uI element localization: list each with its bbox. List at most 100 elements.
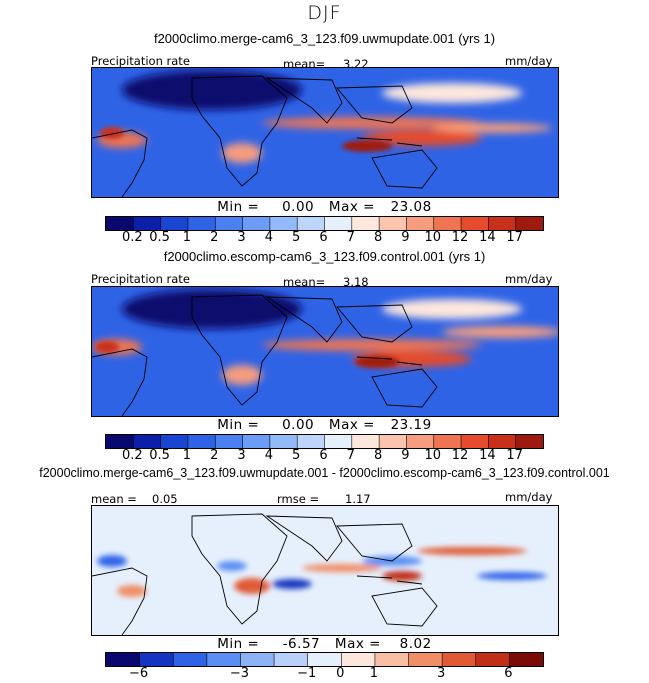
panel3-pos-africa — [234, 578, 270, 594]
panel1-colorbar-tick-label: 10 — [424, 230, 442, 245]
panel3-colorbar-tick-label: −1 — [297, 666, 317, 681]
panel1-max-label: Max = — [328, 199, 375, 215]
panel1-coast-arabia-india — [265, 77, 343, 124]
panel1-colorbar-tick-label: 7 — [346, 230, 355, 245]
panel3-mean-value: 0.05 — [152, 492, 178, 506]
panel2-itcz-pacific — [442, 326, 558, 338]
panel1-colorbar-swatch — [406, 217, 435, 230]
panel2-coast-arabia-india — [265, 296, 343, 343]
panel1-peak-indonesia — [342, 140, 392, 152]
panel1-coast-asia — [336, 85, 413, 124]
panel2-colorbar-tick-label: 12 — [451, 448, 469, 463]
panel3-colorbar-tick-label: −6 — [129, 666, 149, 681]
panel2-colorbar-tick-label: 3 — [237, 448, 246, 463]
panel3-max-label: Max = — [334, 636, 381, 652]
panel2-coast-africa — [191, 294, 288, 406]
panel3-colorbar-swatch — [206, 653, 241, 666]
panel2-coast-islands — [356, 356, 423, 366]
panel3-map — [91, 505, 559, 636]
panel1-colorbar-tick-label: 0.5 — [149, 230, 170, 245]
panel1-colorbar-tick-label: 5 — [292, 230, 301, 245]
panel3-coast-asia — [336, 523, 413, 562]
panel3-pos-band-indian — [302, 564, 382, 572]
panel2-colorbar-ticks: 0.2 0.5 1 2 3 4 5 6 7 8 9 10 12 14 17 — [105, 448, 542, 464]
panel3-pos-south-america — [117, 585, 147, 597]
panel3-neg-africa-west — [217, 561, 247, 571]
panel1-colorbar-tick-label: 6 — [319, 230, 328, 245]
panel1-colorbar-svg — [106, 217, 543, 230]
panel1-colorbar-swatch — [133, 217, 162, 230]
panel3-neg-pacific — [477, 572, 547, 580]
panel3-max-value: 8.02 — [399, 636, 432, 652]
panel1-dry-sahara — [122, 70, 302, 110]
panel1-colorbar-swatch — [433, 217, 462, 230]
panel3-map-svg — [92, 506, 558, 635]
panel2-north-pacific-storm — [382, 299, 522, 319]
panel3-rmse-value: 1.17 — [345, 492, 371, 506]
panel3-colorbar-tick-label: −3 — [229, 666, 250, 681]
panel2-colorbar-tick-label: 0.5 — [149, 448, 170, 463]
panel2-colorbar-swatch — [215, 435, 244, 448]
panel2-map — [91, 286, 559, 417]
panel1-colorbar — [105, 216, 544, 231]
panel1-map — [91, 67, 559, 198]
panel2-min-label: Min = — [217, 417, 260, 433]
panel2-colorbar-tick-label: 6 — [319, 448, 328, 463]
panel3-colorbar-swatch — [106, 653, 141, 666]
panel2-colorbar — [105, 434, 544, 449]
panel3-colorbar-tick-label: 3 — [437, 666, 446, 681]
panel3-colorbar-swatch — [442, 653, 477, 666]
panel2-colorbar-swatch — [324, 435, 353, 448]
season-title: DJF — [307, 2, 342, 24]
panel1-africa-rain — [222, 143, 262, 163]
panel3-min-label: Min = — [217, 636, 260, 652]
panel3-colorbar-swatch — [374, 653, 410, 666]
panel2-coast-south-america — [92, 348, 148, 416]
panel3-colorbar-svg — [106, 653, 543, 666]
panel2-minmax: Min = 0.00 Max = 23.19 — [0, 417, 649, 433]
panel1-units: mm/day — [505, 54, 553, 68]
panel1-colorbar-tick-label: 17 — [506, 230, 523, 245]
panel2-mean-label: mean= — [283, 275, 326, 289]
panel2-colorbar-swatch — [269, 435, 298, 448]
panel1-colorbar-swatch — [106, 217, 134, 230]
panel1-maritime-continent — [362, 130, 482, 146]
panel2-colorbar-swatch — [406, 435, 435, 448]
panel3-colorbar-swatch — [341, 653, 376, 666]
panel3-colorbar-ticks: −6 −3 −1 0 1 3 6 — [105, 666, 542, 682]
panel1-colorbar-tick-label: 9 — [401, 230, 410, 245]
panel1-minmax: Min = 0.00 Max = 23.08 — [0, 199, 649, 215]
panel2-colorbar-swatch — [106, 435, 134, 448]
panel3-colorbar-tick-label: 0 — [336, 666, 345, 681]
panel1-colorbar-swatch — [269, 217, 298, 230]
panel2-colorbar-swatch — [433, 435, 462, 448]
panel3-colorbar-swatch — [240, 653, 275, 666]
panel1-north-pacific-storm — [382, 83, 522, 103]
panel2-colorbar-tick-label: 10 — [424, 448, 442, 463]
panel1-max-value: 23.08 — [390, 199, 432, 215]
panel3-colorbar-tick-label: 1 — [369, 666, 379, 681]
panel1-colorbar-tick-label: 14 — [479, 230, 496, 245]
panel2-colorbar-swatch — [133, 435, 162, 448]
panel2-colorbar-tick-label: 4 — [264, 448, 274, 463]
panel2-colorbar-swatch — [515, 435, 543, 448]
panel1-colorbar-swatch — [461, 217, 489, 230]
panel2-colorbar-svg — [106, 435, 543, 448]
panel3-coast-australia — [371, 587, 438, 627]
panel3-title: f2000climo.merge-cam6_3_123.f09.uwmupdat… — [39, 466, 610, 480]
panel1-colorbar-swatch — [297, 217, 325, 230]
panel1-colorbar-swatch — [379, 217, 407, 230]
panel2-max-value: 23.19 — [390, 417, 432, 433]
panel1-title: f2000climo.merge-cam6_3_123.f09.uwmupdat… — [153, 31, 496, 46]
panel2-itcz-indian — [262, 339, 482, 351]
panel3-minmax: Min = -6.57 Max = 8.02 — [0, 636, 649, 652]
panel1-colorbar-tick-label: 12 — [451, 230, 469, 245]
panel2-map-svg — [92, 287, 558, 416]
panel2-coast-asia — [336, 304, 413, 343]
panel3-coast-africa — [191, 513, 288, 625]
panel3-coast-islands — [356, 575, 423, 585]
panel2-max-label: Max = — [328, 417, 375, 433]
panel2-units: mm/day — [505, 272, 553, 286]
panel2-colorbar-swatch — [187, 435, 216, 448]
panel1-colorbar-tick-label: 8 — [373, 230, 383, 245]
